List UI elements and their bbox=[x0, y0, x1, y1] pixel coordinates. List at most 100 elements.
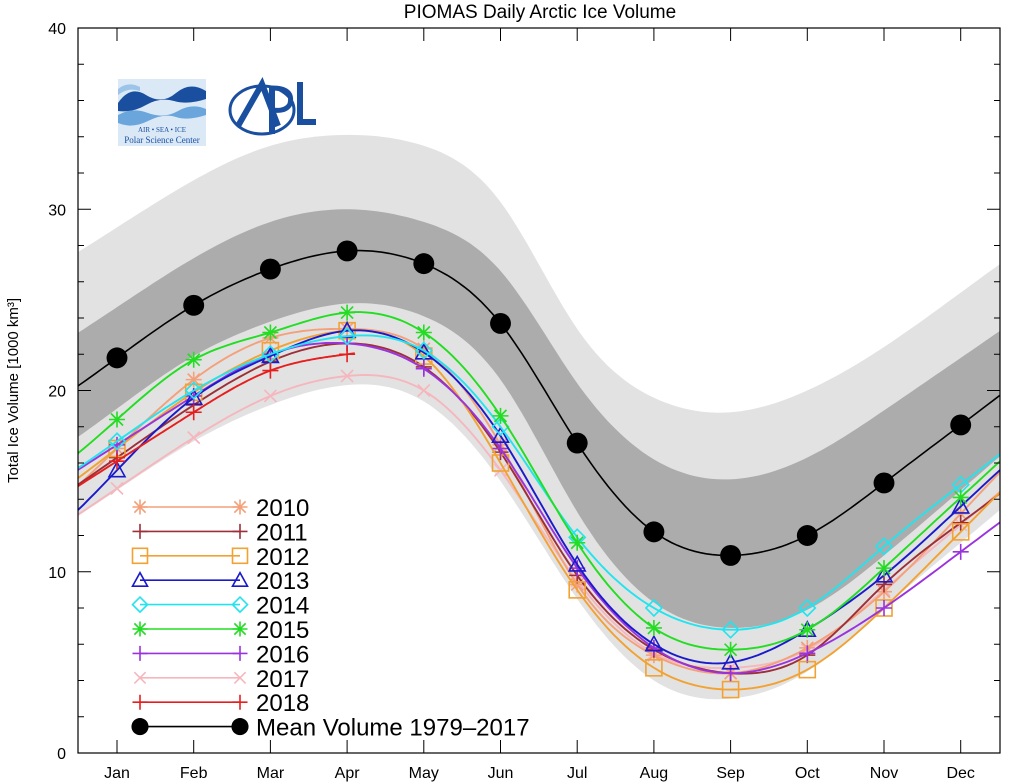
data-point bbox=[644, 598, 664, 618]
data-point bbox=[261, 345, 280, 364]
data-point bbox=[414, 341, 433, 360]
data-point bbox=[259, 258, 281, 280]
x-tick-label: May bbox=[409, 765, 439, 782]
data-point bbox=[184, 381, 203, 400]
series-line bbox=[77, 334, 1001, 631]
data-point bbox=[106, 347, 128, 369]
axes: 0 10 20 30 40 Jan Feb Mar Apr May Jun Jul Aug Sep Oct N… bbox=[5, 21, 1001, 782]
data-point bbox=[263, 389, 277, 403]
polar-science-center-logo: AIR • SEA • ICE Polar Science Center bbox=[118, 79, 206, 146]
data-point bbox=[107, 432, 127, 451]
data-point bbox=[721, 620, 740, 639]
legend-marker bbox=[132, 499, 148, 515]
data-point bbox=[643, 521, 665, 543]
legend-marker bbox=[231, 718, 249, 736]
data-point bbox=[799, 621, 816, 638]
legend-marker bbox=[232, 523, 248, 539]
data-point bbox=[337, 326, 357, 346]
data-point bbox=[645, 619, 662, 636]
data-point bbox=[262, 362, 279, 379]
legend-label: 2010 bbox=[256, 495, 309, 522]
legend-marker bbox=[233, 671, 247, 684]
legend-entry: 2015 bbox=[132, 617, 309, 644]
data-point bbox=[951, 496, 971, 514]
legend-entry: 2012 bbox=[131, 544, 309, 571]
data-point bbox=[876, 560, 892, 577]
data-point bbox=[798, 598, 817, 618]
legend-marker bbox=[132, 694, 148, 710]
x-tick-label: Dec bbox=[946, 765, 974, 782]
y-tick-label: 30 bbox=[48, 202, 66, 219]
data-point bbox=[645, 659, 663, 677]
data-point bbox=[110, 481, 124, 495]
data-point bbox=[336, 240, 358, 262]
series-2018 bbox=[77, 346, 356, 487]
legend-label: 2013 bbox=[256, 568, 309, 595]
data-point bbox=[339, 304, 356, 321]
series-line bbox=[77, 329, 1001, 665]
legend-marker bbox=[131, 595, 149, 614]
legend-label: 2011 bbox=[256, 519, 308, 546]
x-tick-label: Mar bbox=[257, 765, 285, 782]
y-tick-label: 0 bbox=[57, 746, 66, 763]
legend-marker bbox=[231, 571, 249, 587]
legend-marker bbox=[131, 718, 149, 736]
data-point bbox=[721, 680, 740, 699]
data-point bbox=[184, 388, 204, 405]
series-line bbox=[77, 341, 1001, 675]
data-point bbox=[491, 426, 510, 444]
data-point bbox=[873, 472, 895, 494]
data-point bbox=[952, 514, 969, 531]
psc-logo-caption-top: AIR • SEA • ICE bbox=[138, 126, 186, 134]
legend-marker bbox=[232, 694, 248, 710]
data-point bbox=[644, 634, 664, 652]
legend-entry: 2014 bbox=[131, 593, 309, 620]
data-point bbox=[490, 312, 511, 334]
data-point bbox=[415, 324, 432, 341]
data-point bbox=[569, 576, 586, 593]
series-line bbox=[77, 352, 355, 487]
legend-marker bbox=[232, 621, 248, 637]
legend-marker bbox=[231, 595, 249, 614]
data-point bbox=[183, 294, 205, 316]
data-point bbox=[722, 665, 739, 682]
legend-entry: 2018 bbox=[132, 690, 309, 717]
data-point bbox=[492, 407, 509, 424]
legend-marker bbox=[133, 671, 147, 684]
x-tick-label: Jul bbox=[567, 765, 587, 782]
legend-label: Mean Volume 1979–2017 bbox=[256, 715, 530, 742]
legend-marker bbox=[132, 523, 148, 539]
legend-label: 2012 bbox=[256, 544, 309, 571]
data-point bbox=[185, 371, 202, 388]
series-line bbox=[77, 311, 1001, 651]
data-point bbox=[874, 565, 894, 583]
data-point bbox=[185, 351, 202, 368]
data-point bbox=[876, 576, 892, 593]
x-tick-label: Aug bbox=[640, 765, 668, 782]
data-point bbox=[107, 460, 127, 478]
apl-logo bbox=[228, 77, 316, 136]
data-point bbox=[185, 404, 202, 421]
psc-logo-caption-bottom: Polar Science Center bbox=[124, 135, 199, 145]
data-point bbox=[109, 411, 125, 428]
legend-entry: 2010 bbox=[132, 495, 309, 522]
data-point bbox=[417, 383, 431, 398]
x-tick-label: Feb bbox=[180, 765, 208, 782]
series-line bbox=[77, 342, 1001, 675]
series-lines bbox=[77, 240, 1001, 699]
x-tick-label: Oct bbox=[795, 765, 820, 782]
data-point bbox=[568, 581, 587, 599]
x-tick-label: Apr bbox=[335, 765, 361, 782]
data-point bbox=[415, 360, 432, 377]
chart-title: PIOMAS Daily Arctic Ice Volume bbox=[404, 2, 676, 23]
legend-marker bbox=[132, 621, 148, 637]
data-point bbox=[567, 554, 587, 572]
legend-label: 2017 bbox=[256, 666, 309, 693]
legend-marker bbox=[231, 547, 249, 565]
x-tick-label: Jun bbox=[488, 765, 514, 782]
climatology-bands bbox=[78, 134, 1000, 700]
band-inner-one-std bbox=[78, 209, 1000, 629]
data-point bbox=[796, 525, 818, 546]
legend-label: 2016 bbox=[256, 641, 309, 668]
